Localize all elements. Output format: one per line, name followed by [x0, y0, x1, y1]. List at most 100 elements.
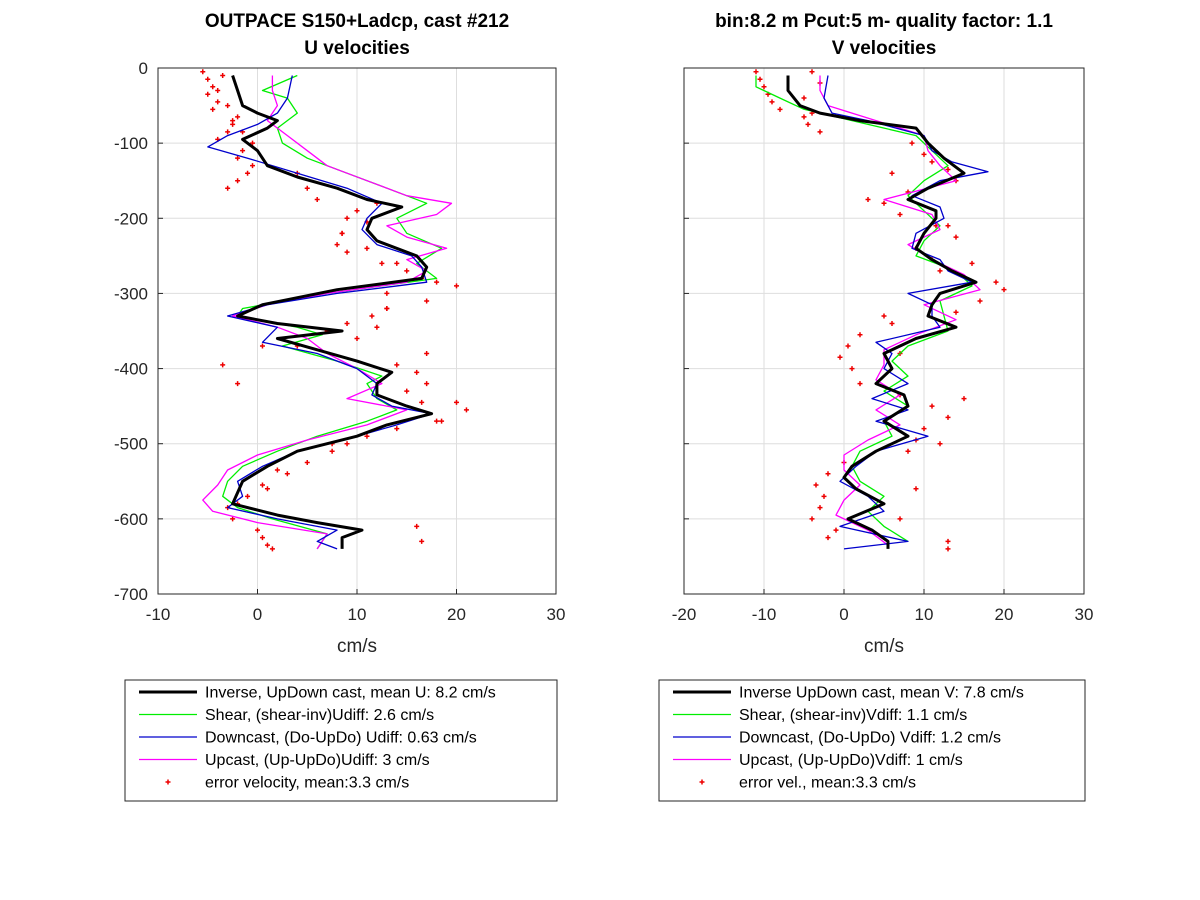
legend-label: Downcast, (Do-UpDo) Udiff: 0.63 cm/s — [205, 730, 477, 747]
x-tick-label: 30 — [547, 605, 566, 624]
error-velocity-point — [334, 242, 340, 248]
error-velocity-point — [817, 129, 823, 135]
legend-label: Inverse UpDown cast, mean V: 7.8 cm/s — [739, 685, 1024, 702]
legend-marker — [165, 779, 171, 785]
error-velocity-point — [837, 354, 843, 360]
error-velocity-point — [354, 208, 360, 214]
series-group — [200, 69, 469, 552]
error-velocity-point — [833, 527, 839, 533]
error-velocity-point — [1001, 287, 1007, 293]
error-velocity-point — [259, 343, 265, 349]
error-velocity-point — [909, 140, 915, 146]
error-velocity-point — [384, 290, 390, 296]
error-velocity-point — [259, 535, 265, 541]
error-velocity-point — [364, 433, 370, 439]
error-velocity-point — [220, 362, 226, 368]
error-velocity-point — [757, 76, 763, 82]
axes-frame — [683, 67, 1085, 595]
error-velocity-point — [245, 493, 251, 499]
error-velocity-point — [821, 493, 827, 499]
error-velocity-point — [825, 471, 831, 477]
error-velocity-point — [215, 88, 221, 94]
error-velocity-point — [384, 305, 390, 311]
error-velocity-point — [463, 407, 469, 413]
error-velocity-point — [235, 178, 241, 184]
error-velocity-point — [394, 426, 400, 432]
chart-title-line-1: OUTPACE S150+Ladcp, cast #212 — [205, 11, 509, 32]
x-tick-label: 0 — [253, 605, 262, 624]
error-velocity-point — [394, 362, 400, 368]
error-velocity-point — [284, 471, 290, 477]
error-velocity-point — [881, 313, 887, 319]
error-velocity-point — [805, 121, 811, 127]
error-velocity-point — [761, 84, 767, 90]
error-velocity-point — [801, 114, 807, 120]
error-velocity-point — [230, 516, 236, 522]
legend-label: Upcast, (Up-UpDo)Udiff: 3 cm/s — [205, 752, 430, 769]
legend-label: Shear, (shear-inv)Udiff: 2.6 cm/s — [205, 707, 434, 724]
legend-label: error vel., mean:3.3 cm/s — [739, 775, 916, 792]
y-tick-label: -100 — [114, 134, 148, 153]
error-velocity-point — [235, 381, 241, 387]
error-velocity-point — [845, 343, 851, 349]
error-velocity-point — [439, 418, 445, 424]
error-velocity-point — [865, 197, 871, 202]
error-velocity-point — [250, 140, 256, 146]
y-tick-label: 0 — [139, 59, 148, 78]
tick-labels: -20 -10 0 10 20 30 — [672, 67, 1093, 624]
error-velocity-point — [825, 535, 831, 541]
error-velocity-point — [945, 166, 951, 172]
error-velocity-point — [454, 283, 459, 289]
x-tick-label: 20 — [995, 605, 1014, 624]
legend-marker — [699, 779, 705, 785]
error-velocity-point — [769, 99, 775, 105]
error-velocity-point — [993, 279, 999, 285]
error-velocity-point — [329, 448, 335, 454]
error-velocity-point — [264, 542, 270, 548]
chart-title-line-2: U velocities — [304, 38, 410, 59]
error-velocity-point — [961, 396, 967, 402]
error-velocity-point — [210, 84, 216, 90]
chart-title-line-2: V velocities — [832, 38, 937, 59]
error-velocity-point — [210, 106, 216, 112]
error-velocity-point — [945, 223, 951, 229]
tick-labels: -10 0 10 20 300-100-200-300-400-500-600-700 — [114, 59, 565, 624]
y-tick-label: -300 — [114, 284, 148, 303]
legend-box — [124, 679, 558, 802]
error-velocity-point — [809, 516, 815, 522]
error-velocity-point — [419, 538, 425, 544]
error-velocity-point — [753, 69, 759, 75]
error-velocity-point — [857, 332, 863, 338]
error-velocity-point — [225, 185, 231, 191]
error-velocity-point — [215, 99, 221, 105]
error-velocity-point — [945, 414, 951, 420]
error-velocity-point — [259, 482, 265, 488]
error-velocity-point — [379, 260, 385, 266]
error-velocity-point — [314, 197, 320, 202]
x-tick-label: 0 — [839, 605, 848, 624]
error-velocity-point — [937, 441, 943, 447]
x-axis-label: cm/s — [337, 636, 377, 657]
error-velocity-point — [434, 279, 440, 285]
error-velocity-point — [240, 148, 246, 154]
x-tick-label: -10 — [752, 605, 777, 624]
chart-title-line-1: bin:8.2 m Pcut:5 m- quality factor: 1.1 — [715, 11, 1053, 32]
error-velocity-point — [269, 546, 275, 552]
error-velocity-point — [205, 91, 211, 97]
legend: Inverse UpDown cast, mean V: 7.8 cm/s She… — [658, 679, 1086, 802]
error-velocity-point — [404, 268, 410, 274]
error-velocity-point — [255, 527, 260, 533]
error-velocity-point — [945, 546, 951, 552]
error-velocity-point — [344, 441, 350, 447]
error-velocity-point — [905, 448, 911, 454]
error-velocity-point — [424, 298, 430, 304]
error-velocity-point — [897, 516, 903, 522]
error-velocity-point — [809, 69, 815, 75]
error-velocity-point — [344, 320, 350, 326]
error-velocity-point — [937, 268, 943, 274]
y-tick-label: -700 — [114, 585, 148, 604]
error-velocity-point — [889, 320, 895, 326]
error-velocity-point — [304, 185, 310, 191]
x-tick-label: 10 — [915, 605, 934, 624]
